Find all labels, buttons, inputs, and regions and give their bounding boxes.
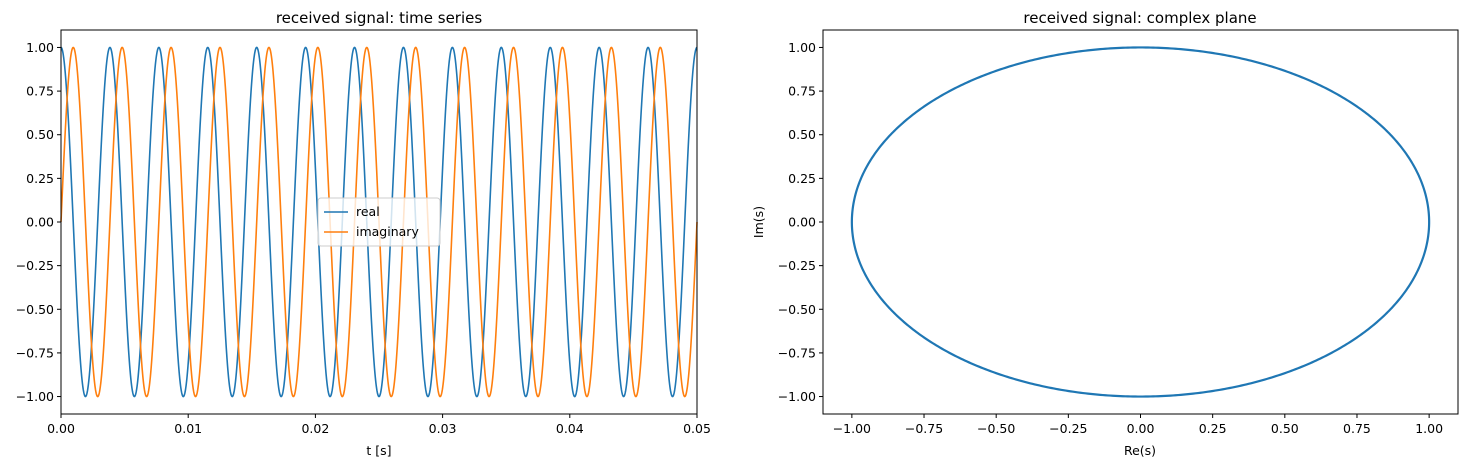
x-tick-label: 0.75 <box>1343 421 1371 436</box>
axis-ticks: 0.00 0.01 0.02 0.03 0.04 0.05 −1.00 −0.75 −0.50 −… <box>16 40 711 436</box>
x-tick-label: 0.03 <box>429 421 457 436</box>
legend-label-real: real <box>356 204 380 219</box>
y-tick-label: 0.50 <box>788 127 816 142</box>
x-tick-label: −0.75 <box>905 421 943 436</box>
axes-frame <box>60 29 698 415</box>
x-tick-label: −1.00 <box>833 421 871 436</box>
y-tick-label: −0.25 <box>16 258 54 273</box>
y-tick-label: 1.00 <box>26 40 54 55</box>
x-tick-label: 1.00 <box>1415 421 1443 436</box>
x-tick-label: 0.25 <box>1199 421 1227 436</box>
plot-area <box>850 46 1431 398</box>
legend-label-imaginary: imaginary <box>356 224 419 239</box>
axis-ticks: −1.00 −0.75 −0.50 −0.25 0.00 0.25 0.50 0.75 1.00… <box>778 40 1443 436</box>
y-tick-label: 0.75 <box>26 84 54 99</box>
complex-curve <box>850 46 1431 398</box>
y-tick-label: 0.00 <box>788 215 816 230</box>
x-tick-label: 0.00 <box>47 421 75 436</box>
y-tick-label: −1.00 <box>16 389 54 404</box>
y-tick-label: 0.25 <box>26 171 54 186</box>
y-tick-label: −0.75 <box>778 345 816 360</box>
axes-frame <box>822 29 1459 415</box>
complex-plane-chart: received signal: complex plane Re(s) Im(… <box>751 9 1459 458</box>
chart-title: received signal: time series <box>276 9 483 27</box>
y-tick-label: 1.00 <box>788 40 816 55</box>
y-tick-label: −0.25 <box>778 258 816 273</box>
x-axis-label: Re(s) <box>1124 443 1156 458</box>
y-tick-label: −0.50 <box>778 302 816 317</box>
x-tick-label: −0.25 <box>1049 421 1087 436</box>
legend: real imaginary <box>317 197 441 247</box>
y-tick-label: 0.25 <box>788 171 816 186</box>
chart-title: received signal: complex plane <box>1023 9 1256 27</box>
series-line-real <box>60 46 698 398</box>
y-tick-label: −1.00 <box>778 389 816 404</box>
y-tick-label: 0.00 <box>26 215 54 230</box>
y-tick-label: 0.75 <box>788 84 816 99</box>
x-tick-label: 0.02 <box>301 421 329 436</box>
y-tick-label: −0.50 <box>16 302 54 317</box>
legend-box <box>317 197 441 247</box>
x-tick-label: 0.01 <box>174 421 202 436</box>
x-tick-label: 0.00 <box>1127 421 1155 436</box>
x-tick-label: 0.05 <box>683 421 711 436</box>
y-tick-label: 0.50 <box>26 127 54 142</box>
x-tick-label: 0.04 <box>556 421 584 436</box>
y-axis-label: Im(s) <box>751 206 766 238</box>
x-tick-label: 0.50 <box>1271 421 1299 436</box>
y-tick-label: −0.75 <box>16 345 54 360</box>
time-series-chart: received signal: time series t [s] 0.00 0… <box>16 9 711 458</box>
x-tick-label: −0.50 <box>977 421 1015 436</box>
x-axis-label: t [s] <box>366 443 391 458</box>
